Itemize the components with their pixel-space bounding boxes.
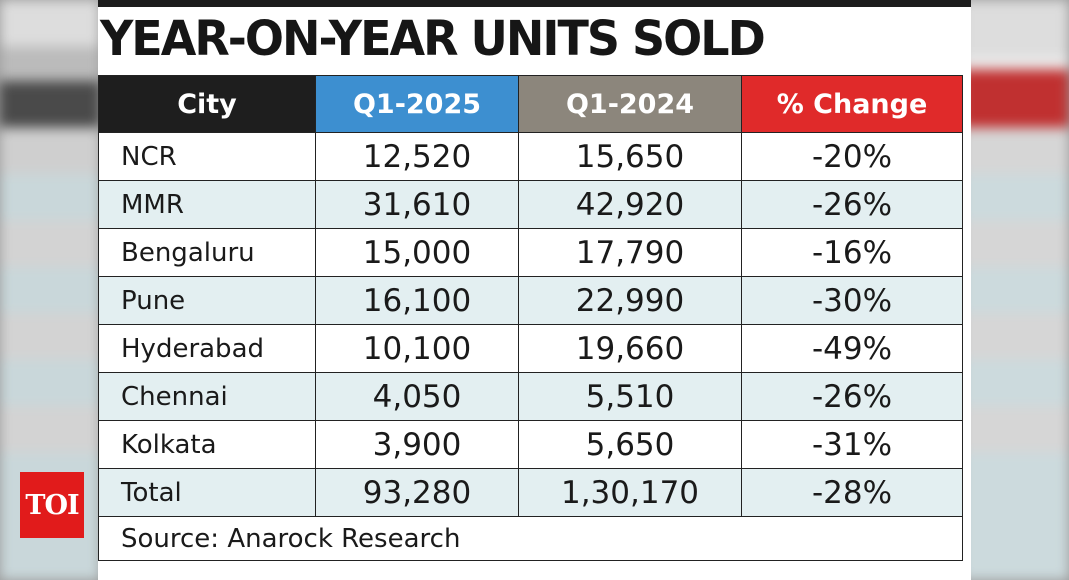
cell-city: Bengaluru xyxy=(98,228,316,277)
cell-city: Chennai xyxy=(98,372,316,421)
cell-q1-2025: 31,610 xyxy=(315,180,519,229)
cell-q1-2025: 12,520 xyxy=(315,132,519,181)
table-row: Chennai 4,050 5,510 -26% xyxy=(98,372,963,421)
cell-city: NCR xyxy=(98,132,316,181)
units-sold-table: City Q1-2025 Q1-2024 % Change NCR 12,520 1… xyxy=(98,75,963,561)
column-header-percent-change: % Change xyxy=(741,75,963,133)
source-row: Source: Anarock Research xyxy=(98,516,963,561)
cell-percent-change: -16% xyxy=(741,228,963,277)
column-header-city: City xyxy=(98,75,316,133)
cell-city: Pune xyxy=(98,276,316,325)
cell-q1-2025: 10,100 xyxy=(315,324,519,373)
cell-q1-2024: 5,650 xyxy=(518,420,742,469)
cell-q1-2025: 93,280 xyxy=(315,468,519,517)
table-row: Pune 16,100 22,990 -30% xyxy=(98,276,963,325)
cell-percent-change: -49% xyxy=(741,324,963,373)
cell-q1-2024: 1,30,170 xyxy=(518,468,742,517)
cell-q1-2025: 3,900 xyxy=(315,420,519,469)
infographic-card: YEAR-ON-YEAR UNITS SOLD City Q1-2025 Q1-… xyxy=(98,0,971,580)
cell-percent-change: -20% xyxy=(741,132,963,181)
column-header-q1-2024: Q1-2024 xyxy=(518,75,742,133)
cell-q1-2025: 16,100 xyxy=(315,276,519,325)
cell-q1-2025: 4,050 xyxy=(315,372,519,421)
table-row: NCR 12,520 15,650 -20% xyxy=(98,132,963,181)
cell-q1-2024: 5,510 xyxy=(518,372,742,421)
table-row: Kolkata 3,900 5,650 -31% xyxy=(98,420,963,469)
cell-city: Kolkata xyxy=(98,420,316,469)
cell-q1-2025: 15,000 xyxy=(315,228,519,277)
cell-city: MMR xyxy=(98,180,316,229)
cell-q1-2024: 19,660 xyxy=(518,324,742,373)
cell-city: Hyderabad xyxy=(98,324,316,373)
cell-q1-2024: 17,790 xyxy=(518,228,742,277)
cell-q1-2024: 15,650 xyxy=(518,132,742,181)
cell-percent-change: -30% xyxy=(741,276,963,325)
cell-percent-change: -26% xyxy=(741,180,963,229)
table-body: NCR 12,520 15,650 -20% MMR 31,610 42,920 -26% Be… xyxy=(98,132,963,561)
table-header-row: City Q1-2025 Q1-2024 % Change xyxy=(98,75,963,133)
top-rule xyxy=(98,0,971,7)
column-header-q1-2025: Q1-2025 xyxy=(315,75,519,133)
table-row: Bengaluru 15,000 17,790 -16% xyxy=(98,228,963,277)
cell-percent-change: -28% xyxy=(741,468,963,517)
cell-q1-2024: 42,920 xyxy=(518,180,742,229)
table-row: Total 93,280 1,30,170 -28% xyxy=(98,468,963,517)
cell-percent-change: -26% xyxy=(741,372,963,421)
cell-city: Total xyxy=(98,468,316,517)
chart-title: YEAR-ON-YEAR UNITS SOLD xyxy=(100,10,766,67)
toi-logo: TOI xyxy=(20,472,84,538)
table-row: MMR 31,610 42,920 -26% xyxy=(98,180,963,229)
source-note: Source: Anarock Research xyxy=(98,516,963,561)
table-row: Hyderabad 10,100 19,660 -49% xyxy=(98,324,963,373)
cell-percent-change: -31% xyxy=(741,420,963,469)
background-blur-right xyxy=(961,0,1069,580)
cell-q1-2024: 22,990 xyxy=(518,276,742,325)
